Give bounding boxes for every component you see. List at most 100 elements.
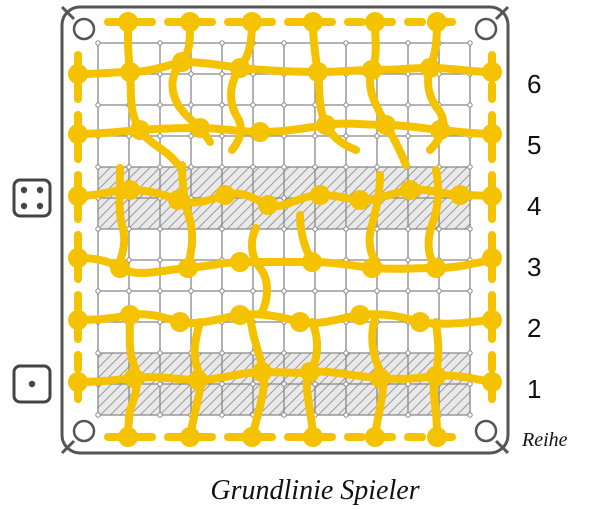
junction-dot — [482, 310, 502, 330]
junction-dot — [420, 58, 440, 78]
path-segment — [366, 18, 410, 169]
grid-node — [281, 288, 287, 294]
path-segment — [309, 18, 360, 154]
path-segment — [308, 256, 496, 273]
baseline-label: Grundlinie Spieler — [210, 475, 419, 506]
grid-node — [374, 288, 380, 294]
grid-node — [312, 133, 318, 139]
grid-node — [281, 412, 287, 418]
junction-dot — [130, 120, 150, 140]
grid-node — [281, 40, 287, 46]
junction-dot — [120, 180, 140, 200]
path-segment — [74, 310, 244, 328]
junction-dot — [482, 124, 502, 144]
junction-dot — [350, 305, 370, 325]
row-number-6: 6 — [527, 69, 541, 99]
row-number-3: 3 — [527, 252, 541, 282]
junction-dot — [68, 124, 88, 144]
grid-node — [405, 133, 411, 139]
grid-node — [219, 381, 225, 387]
junction-dot — [178, 258, 198, 278]
junction-dot — [303, 12, 323, 32]
die-four-icon — [12, 178, 52, 218]
junction-dot — [430, 120, 450, 140]
grid-node — [126, 288, 132, 294]
grid-node — [467, 164, 473, 170]
path-segment — [74, 186, 229, 207]
junction-dot — [168, 190, 188, 210]
grid-node — [95, 350, 101, 356]
grid-node — [405, 350, 411, 356]
junction-dot — [410, 312, 430, 332]
grid-node — [157, 102, 163, 108]
grid-node — [343, 288, 349, 294]
junction-dot — [310, 185, 330, 205]
junction-dot — [365, 427, 385, 447]
row-number-4: 4 — [527, 191, 541, 221]
grid-node — [467, 226, 473, 232]
grid-node — [467, 40, 473, 46]
grid-node — [188, 164, 194, 170]
grid-node — [405, 102, 411, 108]
grid-node — [95, 102, 101, 108]
junction-dot — [258, 195, 278, 215]
grid-node — [157, 40, 163, 46]
grid-node — [157, 257, 163, 263]
junction-dot — [482, 248, 502, 268]
corner-hole-top-right — [474, 17, 498, 41]
grid-node — [126, 226, 132, 232]
grid-node — [126, 164, 132, 170]
grid-node — [219, 71, 225, 77]
grid-node — [343, 133, 349, 139]
grid-node — [374, 164, 380, 170]
junction-dot — [68, 64, 88, 84]
grid-node — [281, 350, 287, 356]
grid-node — [405, 40, 411, 46]
grid-node — [157, 71, 163, 77]
junction-dot — [482, 186, 502, 206]
junction-dot — [190, 118, 210, 138]
grid-node — [343, 412, 349, 418]
row-number-5: 5 — [527, 130, 541, 160]
grid-node — [157, 412, 163, 418]
junction-dot — [250, 122, 270, 142]
grid-node — [219, 133, 225, 139]
junction-dot — [303, 427, 323, 447]
junction-dot — [68, 186, 88, 206]
grid-node — [343, 226, 349, 232]
grid-node — [219, 412, 225, 418]
grid-node — [126, 257, 132, 263]
junction-dot — [124, 368, 144, 388]
grid-node — [250, 381, 256, 387]
path-segment — [74, 124, 264, 138]
grid-node — [157, 133, 163, 139]
path-segment — [74, 368, 266, 386]
path-segment — [178, 161, 197, 272]
junction-dot — [170, 312, 190, 332]
grid-node — [250, 164, 256, 170]
grid-node — [405, 226, 411, 232]
junction-dot — [120, 62, 140, 82]
row-number-2: 2 — [527, 313, 541, 343]
junction-dot — [242, 427, 262, 447]
junction-dot — [426, 366, 446, 386]
grid-node — [188, 133, 194, 139]
grid-node — [250, 288, 256, 294]
junction-dot — [482, 62, 502, 82]
grid-node — [343, 40, 349, 46]
junction-dot — [110, 258, 130, 278]
junction-dot — [252, 362, 272, 382]
junction-dot — [230, 58, 250, 78]
grid-node — [281, 195, 287, 201]
grid-node — [312, 226, 318, 232]
grid-node — [405, 257, 411, 263]
perimeter-track — [74, 18, 496, 441]
grid-node — [281, 164, 287, 170]
path-segment — [124, 18, 182, 169]
grid-node — [157, 350, 163, 356]
junction-dot — [316, 115, 336, 135]
junction-dot — [376, 115, 396, 135]
grid-node — [436, 226, 442, 232]
junction-dot — [302, 252, 322, 272]
grid-node — [219, 288, 225, 294]
